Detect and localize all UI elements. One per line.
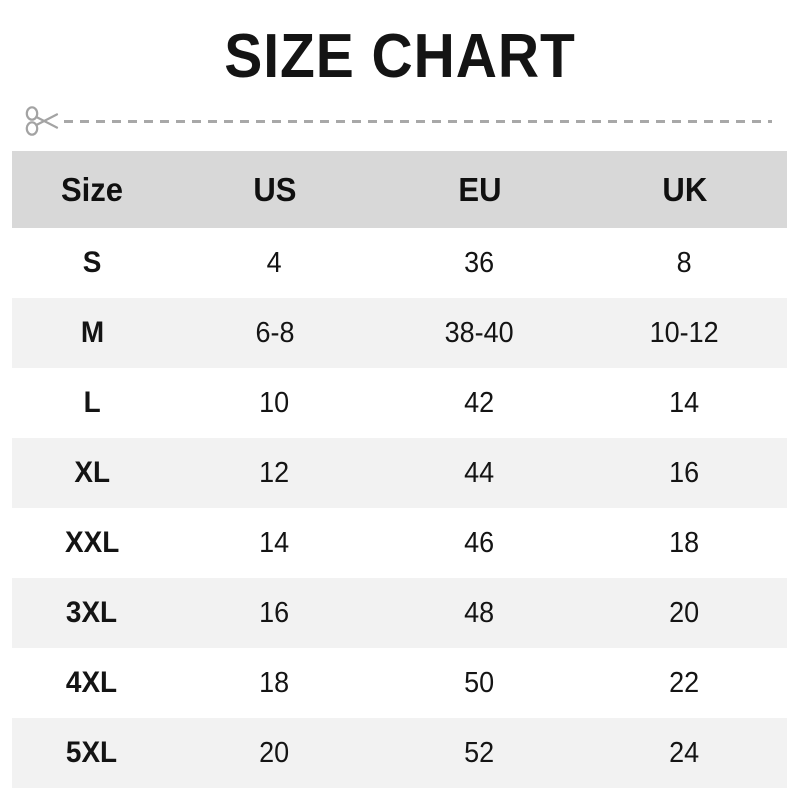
cell-us: 10 — [172, 368, 377, 438]
cell-eu-value: 48 — [464, 596, 495, 629]
cell-us-value: 14 — [259, 526, 290, 559]
cell-us: 12 — [172, 438, 377, 508]
cell-size-value: XXL — [64, 526, 120, 559]
table-row: M 6-8 38-40 10-12 — [12, 298, 787, 368]
cell-uk-value: 22 — [669, 666, 700, 699]
cell-us-value: 12 — [259, 456, 290, 489]
table-row: 5XL 20 52 24 — [12, 718, 787, 788]
cell-uk-value: 18 — [669, 526, 700, 559]
cell-size-value: 4XL — [66, 666, 118, 699]
cell-size: L — [12, 368, 172, 438]
cell-uk-value: 20 — [669, 596, 700, 629]
cell-us: 20 — [172, 718, 377, 788]
table-row: S 4 36 8 — [12, 228, 787, 298]
dashed-cut-line — [64, 120, 772, 123]
cell-eu: 52 — [377, 718, 582, 788]
cell-uk: 18 — [582, 508, 787, 578]
cell-uk-value: 10-12 — [650, 316, 719, 349]
cell-eu-value: 52 — [464, 736, 495, 769]
cell-eu: 36 — [377, 228, 582, 298]
cell-eu: 38-40 — [377, 298, 582, 368]
cell-us-value: 18 — [259, 666, 290, 699]
table-row: L 10 42 14 — [12, 368, 787, 438]
cell-uk: 10-12 — [582, 298, 787, 368]
cell-us-value: 6-8 — [254, 316, 294, 349]
cell-us: 4 — [172, 228, 377, 298]
column-header-us-label: US — [252, 170, 297, 208]
cell-eu-value: 36 — [464, 246, 495, 279]
cell-size-value: S — [82, 246, 102, 279]
column-header-eu: EU — [377, 151, 582, 228]
table-row: XL 12 44 16 — [12, 438, 787, 508]
cell-us-value: 10 — [259, 386, 290, 419]
table-row: XXL 14 46 18 — [12, 508, 787, 578]
cell-uk: 16 — [582, 438, 787, 508]
cell-eu-value: 50 — [464, 666, 495, 699]
cell-eu: 46 — [377, 508, 582, 578]
cell-us: 6-8 — [172, 298, 377, 368]
column-header-size-label: Size — [60, 170, 124, 208]
page-title: SIZE CHART — [224, 22, 576, 91]
cell-size-value: 5XL — [66, 736, 118, 769]
cell-us-value: 4 — [266, 246, 282, 279]
cell-eu: 48 — [377, 578, 582, 648]
cell-size: 3XL — [12, 578, 172, 648]
cell-size: XXL — [12, 508, 172, 578]
cell-eu-value: 46 — [464, 526, 495, 559]
table-row: 3XL 16 48 20 — [12, 578, 787, 648]
cell-us-value: 16 — [259, 596, 290, 629]
column-header-uk: UK — [582, 151, 787, 228]
cell-eu: 42 — [377, 368, 582, 438]
cell-uk-value: 14 — [669, 386, 700, 419]
column-header-uk-label: UK — [662, 170, 707, 208]
cell-us: 14 — [172, 508, 377, 578]
cell-size: 4XL — [12, 648, 172, 718]
cell-size: 5XL — [12, 718, 172, 788]
cell-uk-value: 16 — [669, 456, 700, 489]
cell-uk: 24 — [582, 718, 787, 788]
cell-size-value: M — [80, 316, 104, 349]
cell-uk-value: 24 — [669, 736, 700, 769]
cell-us-value: 20 — [259, 736, 290, 769]
cell-eu-value: 38-40 — [445, 316, 514, 349]
cell-size-value: 3XL — [66, 596, 118, 629]
cell-uk: 22 — [582, 648, 787, 718]
cell-uk-value: 8 — [676, 246, 692, 279]
table-header-row: Size US EU UK — [12, 151, 787, 228]
column-header-us: US — [172, 151, 377, 228]
cell-uk: 14 — [582, 368, 787, 438]
cell-uk: 20 — [582, 578, 787, 648]
cell-eu: 44 — [377, 438, 582, 508]
scissors-icon — [24, 105, 62, 137]
cut-line — [24, 104, 772, 138]
size-table: Size US EU UK S 4 36 8 M 6-8 38-40 10-12… — [12, 151, 787, 788]
cell-uk: 8 — [582, 228, 787, 298]
column-header-size: Size — [12, 151, 172, 228]
cell-eu: 50 — [377, 648, 582, 718]
cell-size: XL — [12, 438, 172, 508]
cell-size: S — [12, 228, 172, 298]
cell-eu-value: 42 — [464, 386, 495, 419]
cell-size: M — [12, 298, 172, 368]
cell-size-value: XL — [74, 456, 110, 489]
column-header-eu-label: EU — [457, 170, 502, 208]
cell-eu-value: 44 — [464, 456, 495, 489]
table-row: 4XL 18 50 22 — [12, 648, 787, 718]
cell-us: 18 — [172, 648, 377, 718]
cell-us: 16 — [172, 578, 377, 648]
cell-size-value: L — [83, 386, 101, 419]
